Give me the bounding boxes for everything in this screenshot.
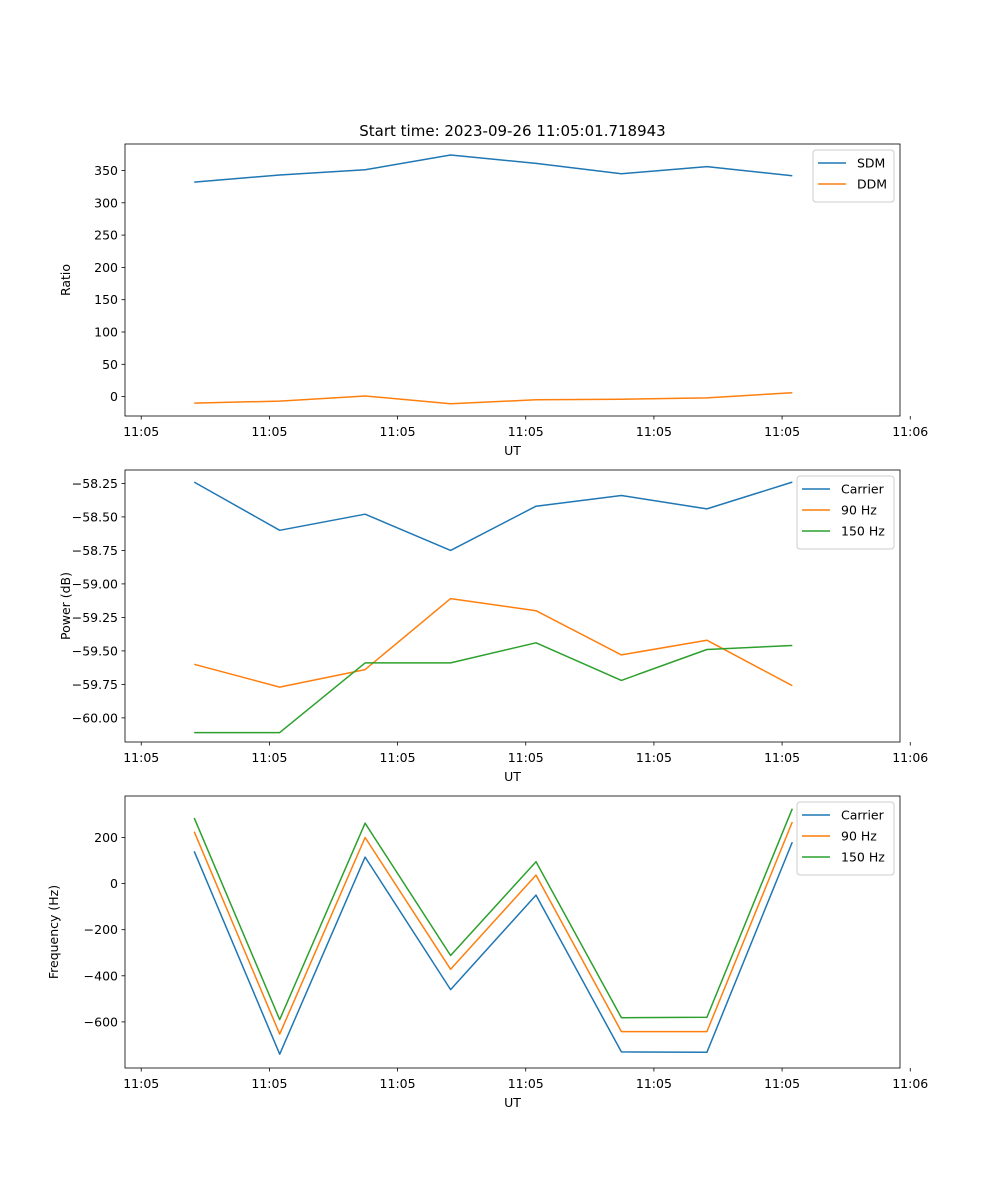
series-line-90-hz	[193, 821, 793, 1035]
x-tick-label: 11:05	[123, 424, 159, 439]
y-tick-label: 0	[110, 389, 118, 404]
chart-2: 11:05 11:05 11:05 11:05 11:05 11:05 11:06 −60.0…	[58, 469, 928, 784]
x-axis-label: UT	[504, 769, 521, 784]
x-tick-label: 11:05	[123, 750, 159, 765]
x-tick-label: 11:05	[251, 750, 287, 765]
axes-frame	[124, 469, 901, 743]
y-tick-label: −60.00	[72, 710, 118, 725]
y-tick-label: −600	[84, 1014, 118, 1029]
x-tick-label: 11:05	[636, 424, 672, 439]
series-line-carrier	[193, 841, 793, 1055]
y-axis-label: Power (dB)	[58, 572, 73, 640]
chart-1: 11:05 11:05 11:05 11:05 11:05 11:05 11:06 0 50 10…	[58, 143, 928, 458]
y-tick-label: 200	[94, 260, 118, 275]
series-line-150-hz	[194, 642, 793, 734]
y-tick-label: −59.75	[72, 677, 118, 692]
legend-label: 90 Hz	[841, 829, 877, 844]
legend: Carrier 90 Hz 150 Hz	[796, 475, 895, 550]
axes-frame	[124, 795, 901, 1069]
y-axis-label: Frequency (Hz)	[46, 885, 61, 979]
legend-label: Carrier	[841, 482, 885, 497]
legend-label: 90 Hz	[841, 503, 877, 518]
y-tick-label: −400	[84, 968, 118, 983]
x-tick-label: 11:05	[764, 1076, 800, 1091]
y-tick-label: 250	[94, 228, 118, 243]
legend: Carrier 90 Hz 150 Hz	[796, 801, 895, 876]
y-axis-label: Ratio	[58, 264, 73, 296]
y-tick-label: −59.25	[72, 610, 118, 625]
x-axis-label: UT	[504, 1095, 521, 1110]
series-line-sdm	[194, 154, 793, 183]
y-tick-label: 100	[94, 325, 118, 340]
x-tick-label: 11:05	[380, 1076, 416, 1091]
legend: SDM DDM	[812, 149, 895, 203]
x-tick-label: 11:05	[380, 750, 416, 765]
x-tick-label: 11:06	[892, 424, 928, 439]
x-tick-label: 11:05	[251, 1076, 287, 1091]
legend-label: 150 Hz	[841, 850, 885, 865]
x-tick-label: 11:05	[380, 424, 416, 439]
x-tick-label: 11:05	[764, 750, 800, 765]
x-tick-label: 11:05	[508, 1076, 544, 1091]
x-tick-label: 11:05	[508, 750, 544, 765]
series-line-carrier	[193, 481, 793, 552]
y-tick-label: −58.50	[72, 509, 118, 524]
x-tick-label: 11:05	[764, 424, 800, 439]
y-tick-label: 300	[94, 195, 118, 210]
series-line-ddm	[194, 391, 793, 405]
x-tick-label: 11:05	[123, 1076, 159, 1091]
series-line-90-hz	[194, 597, 793, 688]
y-tick-label: −58.75	[72, 543, 118, 558]
y-tick-label: −200	[84, 922, 118, 937]
y-tick-label: −59.50	[72, 643, 118, 658]
x-tick-label: 11:06	[892, 750, 928, 765]
y-tick-label: −58.25	[72, 476, 118, 491]
legend-label: 150 Hz	[841, 524, 885, 539]
x-tick-label: 11:05	[251, 424, 287, 439]
series-line-150-hz	[193, 808, 793, 1021]
legend-label: DDM	[857, 177, 887, 192]
y-tick-label: 50	[102, 357, 118, 372]
figure-title: Start time: 2023-09-26 11:05:01.718943	[359, 122, 665, 140]
chart-3: 11:05 11:05 11:05 11:05 11:05 11:05 11:06 −600 −…	[46, 795, 928, 1110]
x-axis-label: UT	[504, 443, 521, 458]
y-tick-label: 0	[110, 876, 118, 891]
axes-frame	[124, 143, 901, 417]
y-tick-label: 200	[94, 830, 118, 845]
y-tick-label: 350	[94, 163, 118, 178]
legend-label: SDM	[857, 156, 885, 171]
x-tick-label: 11:05	[508, 424, 544, 439]
y-tick-label: 150	[94, 292, 118, 307]
legend-label: Carrier	[841, 808, 885, 823]
x-tick-label: 11:05	[636, 750, 672, 765]
y-tick-label: −59.00	[72, 576, 118, 591]
x-tick-label: 11:05	[636, 1076, 672, 1091]
x-tick-label: 11:06	[892, 1076, 928, 1091]
